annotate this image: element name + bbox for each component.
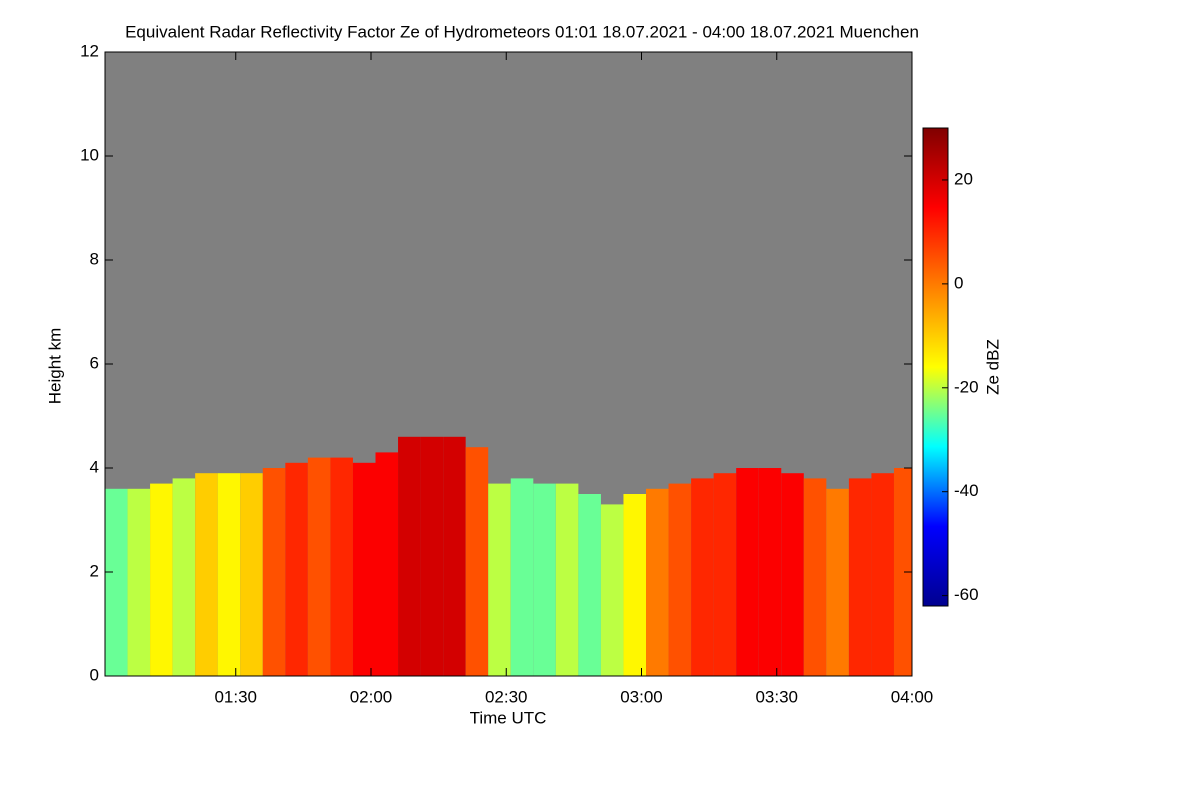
y-tick-label: 2 xyxy=(90,561,99,580)
colorbar-tick-label: 0 xyxy=(954,273,963,292)
y-axis-label: Height km xyxy=(45,328,64,405)
colorbar-label: Ze dBZ xyxy=(983,339,1002,395)
x-tick-label: 04:00 xyxy=(891,687,934,706)
colorbar-tick-label: 20 xyxy=(954,169,973,188)
reflectivity-column xyxy=(375,452,399,676)
reflectivity-column xyxy=(150,483,173,676)
y-tick-label: 4 xyxy=(90,457,99,476)
reflectivity-column xyxy=(781,473,804,676)
x-tick-label: 01:30 xyxy=(214,687,257,706)
colorbar-tick-label: -40 xyxy=(954,481,979,500)
x-tick-label: 02:00 xyxy=(350,687,393,706)
reflectivity-column xyxy=(510,478,534,676)
reflectivity-column xyxy=(127,488,151,676)
reflectivity-column xyxy=(600,504,624,676)
reflectivity-column xyxy=(398,436,421,676)
reflectivity-column xyxy=(352,462,376,676)
reflectivity-column xyxy=(646,488,669,676)
reflectivity-column xyxy=(758,468,782,676)
x-tick-label: 03:30 xyxy=(755,687,798,706)
x-tick-label: 02:30 xyxy=(485,687,528,706)
reflectivity-column xyxy=(871,473,894,676)
x-axis-label: Time UTC xyxy=(470,708,547,727)
reflectivity-column xyxy=(713,473,737,676)
chart-title: Equivalent Radar Reflectivity Factor Ze … xyxy=(125,22,919,41)
colorbar xyxy=(922,127,949,607)
reflectivity-column xyxy=(240,473,263,676)
reflectivity-column xyxy=(803,478,827,676)
reflectivity-column xyxy=(736,468,759,676)
reflectivity-column xyxy=(262,468,286,676)
reflectivity-column xyxy=(555,483,579,676)
y-tick-label: 12 xyxy=(80,41,99,60)
reflectivity-column xyxy=(848,478,872,676)
reflectivity-column xyxy=(172,478,196,676)
y-tick-label: 0 xyxy=(90,665,99,684)
x-tick-label: 03:00 xyxy=(620,687,663,706)
reflectivity-column xyxy=(623,494,647,676)
reflectivity-column xyxy=(105,488,128,676)
reflectivity-column xyxy=(691,478,714,676)
reflectivity-column xyxy=(578,494,601,676)
reflectivity-column xyxy=(420,436,444,676)
reflectivity-column xyxy=(668,483,692,676)
reflectivity-column xyxy=(893,468,912,676)
reflectivity-column xyxy=(488,483,511,676)
reflectivity-column xyxy=(533,483,556,676)
reflectivity-column xyxy=(285,462,308,676)
y-tick-label: 10 xyxy=(80,145,99,164)
reflectivity-column xyxy=(826,488,849,676)
reflectivity-column xyxy=(195,473,218,676)
reflectivity-column xyxy=(465,447,489,676)
colorbar-tick-label: -60 xyxy=(954,585,979,604)
reflectivity-column xyxy=(217,473,241,676)
reflectivity-column xyxy=(307,457,331,676)
y-tick-label: 6 xyxy=(90,353,99,372)
y-tick-label: 8 xyxy=(90,249,99,268)
reflectivity-column xyxy=(330,457,353,676)
colorbar-tick-label: -20 xyxy=(954,377,979,396)
reflectivity-column xyxy=(443,436,466,676)
